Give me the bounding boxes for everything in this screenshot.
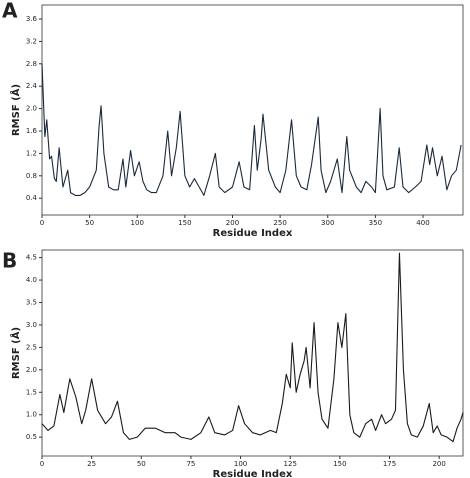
x-tick-label: 100 bbox=[131, 219, 144, 227]
panel-label: B bbox=[2, 249, 17, 273]
rmsf-line bbox=[41, 252, 464, 443]
x-tick-label: 350 bbox=[369, 219, 382, 227]
y-tick-label: 1.5 bbox=[26, 388, 37, 396]
x-tick-label: 0 bbox=[40, 460, 44, 468]
y-tick-label: 0.4 bbox=[26, 194, 38, 202]
x-tick-label: 200 bbox=[432, 460, 445, 468]
x-tick-label: 175 bbox=[383, 460, 396, 468]
x-tick-label: 75 bbox=[186, 460, 195, 468]
y-tick-label: 1.2 bbox=[26, 149, 37, 157]
y-tick-label: 0.5 bbox=[26, 433, 37, 441]
y-axis-label: RMSF (Å) bbox=[9, 327, 22, 379]
x-axis-label: Residue Index bbox=[213, 469, 293, 478]
panel-label: A bbox=[2, 0, 18, 23]
y-tick-label: 2.8 bbox=[26, 60, 37, 68]
y-tick-label: 1.0 bbox=[26, 411, 37, 419]
x-tick-label: 150 bbox=[178, 219, 191, 227]
x-tick-label: 100 bbox=[234, 460, 247, 468]
x-tick-label: 200 bbox=[226, 219, 239, 227]
x-tick-label: 400 bbox=[416, 219, 429, 227]
y-tick-label: 1.6 bbox=[26, 127, 38, 135]
y-tick-label: 3.6 bbox=[26, 15, 38, 23]
y-tick-label: 0.8 bbox=[26, 172, 37, 180]
x-axis-label: Residue Index bbox=[213, 228, 293, 239]
x-tick-label: 0 bbox=[40, 219, 44, 227]
y-tick-label: 3.5 bbox=[26, 299, 37, 307]
y-tick-label: 2.4 bbox=[26, 82, 38, 90]
x-tick-label: 50 bbox=[85, 219, 94, 227]
y-axis-label: RMSF (Å) bbox=[9, 84, 22, 136]
x-tick-label: 300 bbox=[321, 219, 334, 227]
y-tick-label: 3.2 bbox=[26, 37, 37, 45]
y-tick-label: 4.5 bbox=[26, 254, 37, 262]
plot-frame bbox=[41, 249, 464, 457]
y-tick-label: 2.0 bbox=[26, 105, 37, 113]
x-tick-label: 125 bbox=[284, 460, 297, 468]
y-tick-label: 2.5 bbox=[26, 343, 37, 351]
y-tick-label: 4.0 bbox=[26, 276, 37, 284]
y-tick-label: 2.0 bbox=[26, 366, 37, 374]
x-tick-label: 150 bbox=[333, 460, 346, 468]
x-tick-label: 25 bbox=[87, 460, 96, 468]
plot-frame bbox=[41, 4, 464, 216]
x-tick-label: 50 bbox=[137, 460, 146, 468]
rmsf-line bbox=[41, 63, 462, 196]
y-tick-label: 3.0 bbox=[26, 321, 37, 329]
x-tick-label: 250 bbox=[273, 219, 286, 227]
